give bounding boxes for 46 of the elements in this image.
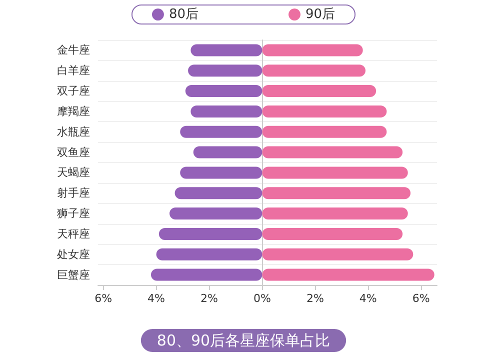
bar — [262, 248, 414, 260]
bar — [262, 44, 363, 56]
x-tick-label: 4% — [148, 292, 165, 305]
y-tick-label: 双子座 — [57, 84, 90, 98]
bar — [158, 228, 262, 240]
y-tick-label: 处女座 — [57, 248, 90, 261]
bar — [262, 146, 403, 158]
legend-label: 80后 — [168, 7, 199, 22]
bar — [262, 64, 366, 77]
y-tick-label: 狮子座 — [57, 207, 90, 220]
x-tick-label: 4% — [359, 292, 377, 305]
x-tick-label: 6% — [94, 292, 112, 305]
y-tick-label: 白羊座 — [57, 64, 90, 78]
y-tick-label: 巨蟹座 — [57, 268, 90, 282]
bar — [180, 166, 262, 179]
legend-label: 90后 — [306, 7, 336, 22]
bar — [190, 44, 262, 56]
y-tick-label: 金牛座 — [57, 44, 90, 57]
x-tick-label: 2% — [306, 292, 324, 305]
bar — [156, 248, 262, 260]
bar — [180, 126, 262, 138]
bar — [193, 146, 262, 158]
bar — [150, 268, 262, 281]
bar — [262, 166, 408, 179]
bar — [262, 208, 408, 220]
bar — [188, 64, 262, 77]
bar — [170, 208, 262, 220]
y-tick-label: 天蝎座 — [57, 166, 90, 180]
y-tick-label: 水瓶座 — [57, 125, 90, 138]
bar — [262, 228, 403, 240]
y-tick-label: 天秤座 — [57, 227, 90, 240]
bar — [262, 85, 376, 98]
x-tick-label: 2% — [200, 292, 218, 305]
bar — [262, 105, 387, 118]
y-tick-label: 双鱼座 — [57, 146, 90, 159]
bar — [262, 126, 387, 138]
bar — [174, 187, 262, 200]
bar — [190, 105, 262, 118]
bar — [262, 268, 434, 281]
text: 80、90后各星座保单占比 — [156, 332, 330, 350]
y-tick-label: 射手座 — [57, 186, 90, 200]
y-tick-label: 摩羯座 — [57, 104, 90, 118]
x-tick-label: 6% — [412, 292, 430, 305]
bar — [185, 85, 262, 98]
bar — [262, 187, 411, 200]
x-tick-label: 0% — [253, 292, 271, 305]
